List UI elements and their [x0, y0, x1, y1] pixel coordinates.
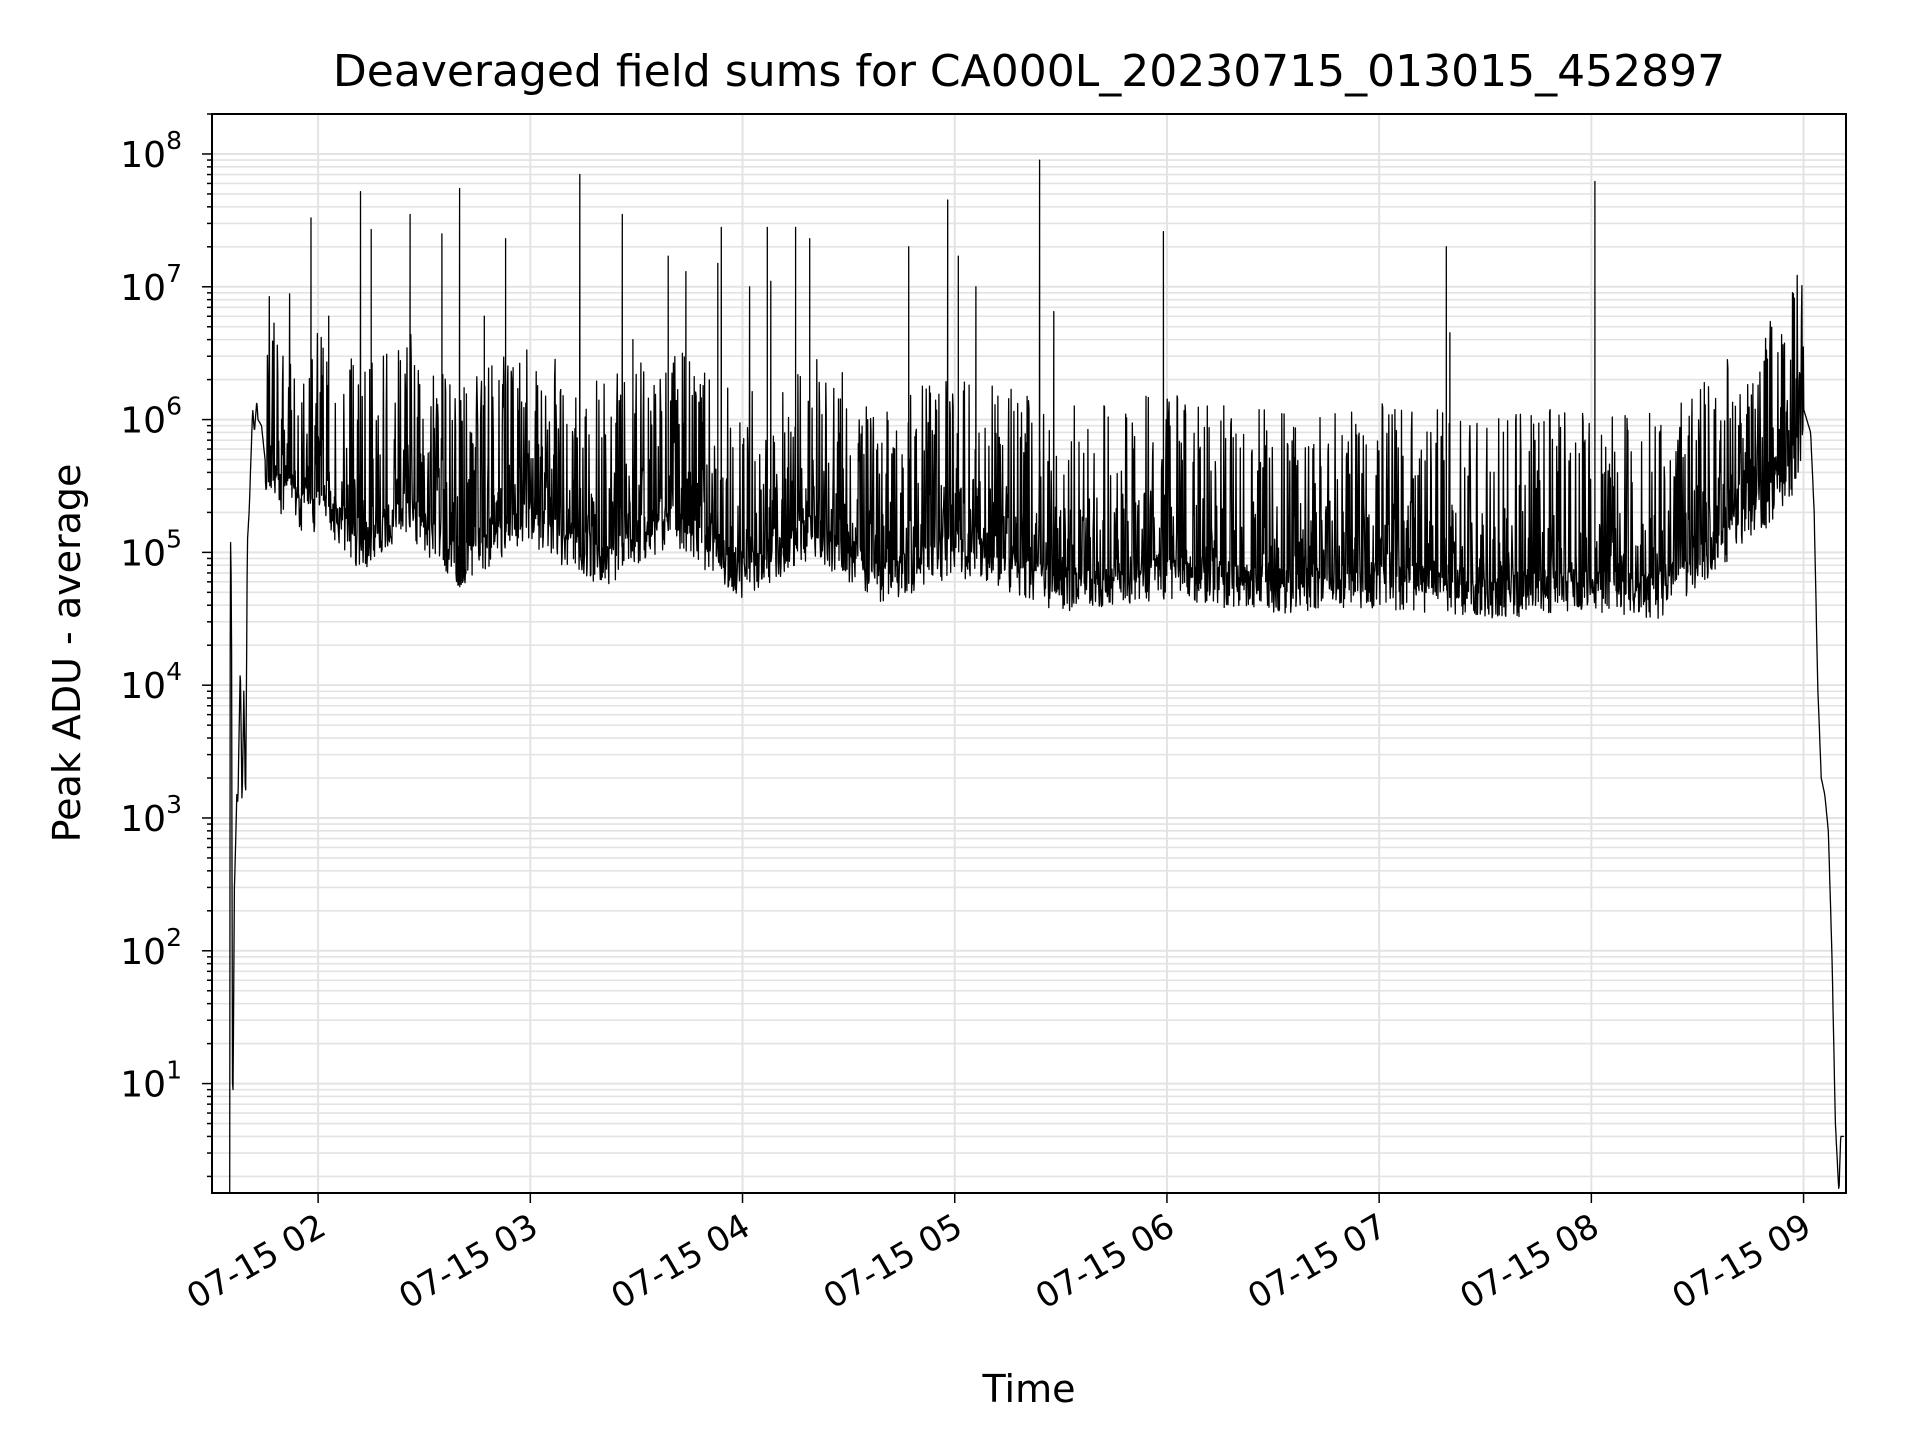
y-tick-label-base: 10 — [120, 1065, 166, 1106]
chart-title: Deaveraged field sums for CA000L_2023071… — [333, 46, 1725, 97]
y-tick-label: 105 — [120, 524, 182, 574]
y-tick-label-exponent: 5 — [166, 524, 182, 553]
y-tick-label: 101 — [120, 1056, 182, 1106]
x-axis-label: Time — [982, 1367, 1076, 1411]
y-tick-label: 102 — [120, 923, 182, 973]
y-tick-label: 107 — [120, 259, 182, 309]
y-tick-label: 103 — [120, 790, 182, 840]
y-tick-label-exponent: 7 — [166, 259, 182, 288]
y-tick-label-base: 10 — [120, 932, 166, 973]
y-axis-label: Peak ADU - average — [45, 464, 89, 843]
y-tick-label-base: 10 — [120, 401, 166, 442]
y-tick-label: 106 — [120, 392, 182, 442]
y-tick-label-exponent: 2 — [166, 923, 182, 952]
y-tick-label-exponent: 1 — [166, 1056, 182, 1085]
axes-frame — [211, 113, 1847, 1194]
y-tick-label-base: 10 — [120, 135, 166, 176]
y-tick-label-exponent: 4 — [166, 657, 182, 686]
y-tick-label-exponent: 6 — [166, 392, 182, 421]
y-tick-label: 108 — [120, 126, 182, 176]
y-tick-label-exponent: 3 — [166, 790, 182, 819]
y-tick-label-base: 10 — [120, 268, 166, 309]
y-tick-label-base: 10 — [120, 799, 166, 840]
y-tick-label-base: 10 — [120, 666, 166, 707]
series-line — [229, 159, 1845, 1193]
y-tick-label: 104 — [120, 657, 182, 707]
plot-area — [229, 159, 1845, 1193]
y-tick-label-exponent: 8 — [166, 126, 182, 155]
y-tick-label-base: 10 — [120, 533, 166, 574]
